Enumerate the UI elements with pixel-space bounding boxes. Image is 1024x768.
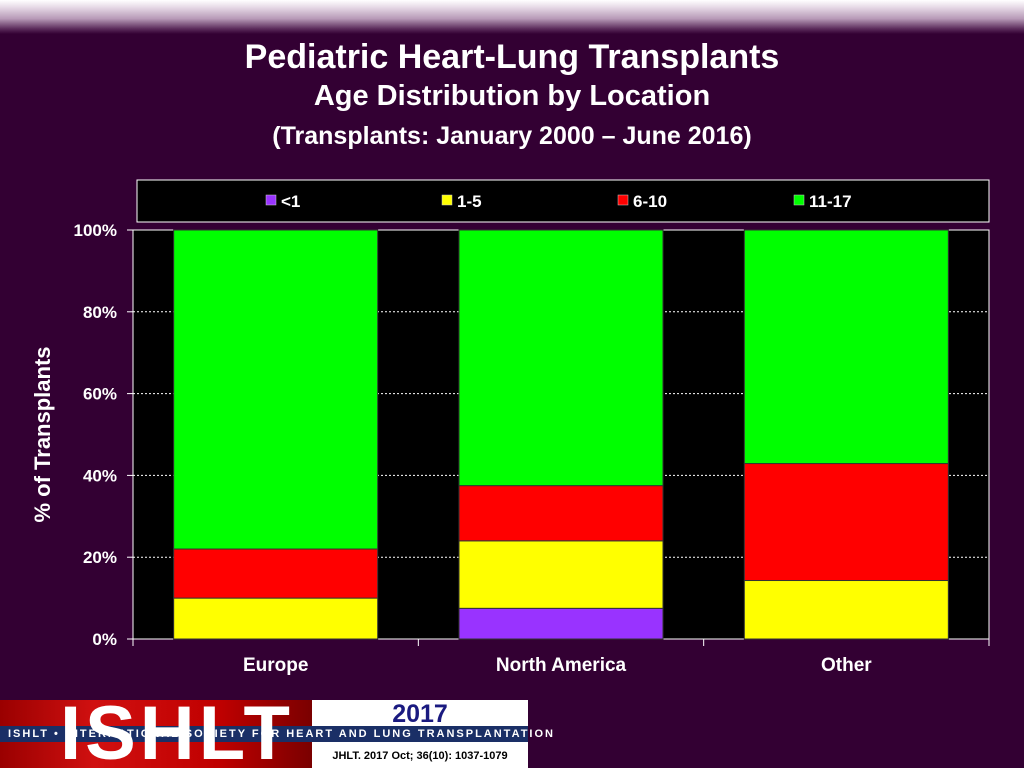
legend-swatch <box>617 194 629 206</box>
y-tick-label: 100% <box>74 221 117 240</box>
bar-segment <box>743 229 949 465</box>
top-gradient-band <box>0 0 1024 34</box>
y-tick-label: 20% <box>83 548 117 567</box>
legend-label: 11-17 <box>809 192 852 211</box>
y-tick-label: 80% <box>83 303 117 322</box>
legend-swatch <box>265 194 277 206</box>
x-tick-label: North America <box>496 655 627 676</box>
footer-year: 2017 <box>392 700 448 728</box>
bar-segment <box>173 548 379 599</box>
chart-title: Pediatric Heart-Lung Transplants <box>244 38 780 76</box>
bar-segment <box>173 229 379 550</box>
legend-box <box>136 179 990 223</box>
legend-swatch <box>441 194 453 206</box>
footer: ISHLT ISHLT • INTERNATIONAL SOCIETY FOR … <box>0 700 555 768</box>
legend-label: 6-10 <box>633 192 667 211</box>
bar-segment <box>458 607 664 640</box>
bar-segment <box>743 463 949 582</box>
legend-swatch <box>793 194 805 206</box>
y-tick-label: 40% <box>83 466 117 485</box>
y-tick-label: 0% <box>92 630 117 649</box>
x-tick-label: Other <box>821 655 872 676</box>
legend-label: <1 <box>281 192 300 211</box>
footer-society-name: ISHLT • INTERNATIONAL SOCIETY FOR HEART … <box>8 728 555 740</box>
bar-segment <box>173 597 379 640</box>
footer-info-panel <box>312 700 528 768</box>
chart-subtitle: Age Distribution by Location <box>313 80 711 112</box>
ishlt-logo-text: ISHLT <box>60 700 294 768</box>
bar-segment <box>743 580 949 640</box>
ishlt-logo: ISHLT <box>0 700 312 768</box>
y-axis-label: % of Transplants <box>30 346 55 522</box>
bar-segment <box>458 540 664 609</box>
y-tick-label: 60% <box>83 385 117 404</box>
stacked-bar-chart: 0% 20% 40% 60% 80% 100% Europe North America Oth… <box>30 179 990 676</box>
footer-citation: JHLT. 2017 Oct; 36(10): 1037-1079 <box>332 750 508 762</box>
bar-segment <box>458 229 664 487</box>
x-tick-label: Europe <box>243 655 308 676</box>
legend-label: 1-5 <box>457 192 482 211</box>
bar-segment <box>458 485 664 542</box>
chart-date-range: (Transplants: January 2000 – June 2016) <box>272 122 752 150</box>
